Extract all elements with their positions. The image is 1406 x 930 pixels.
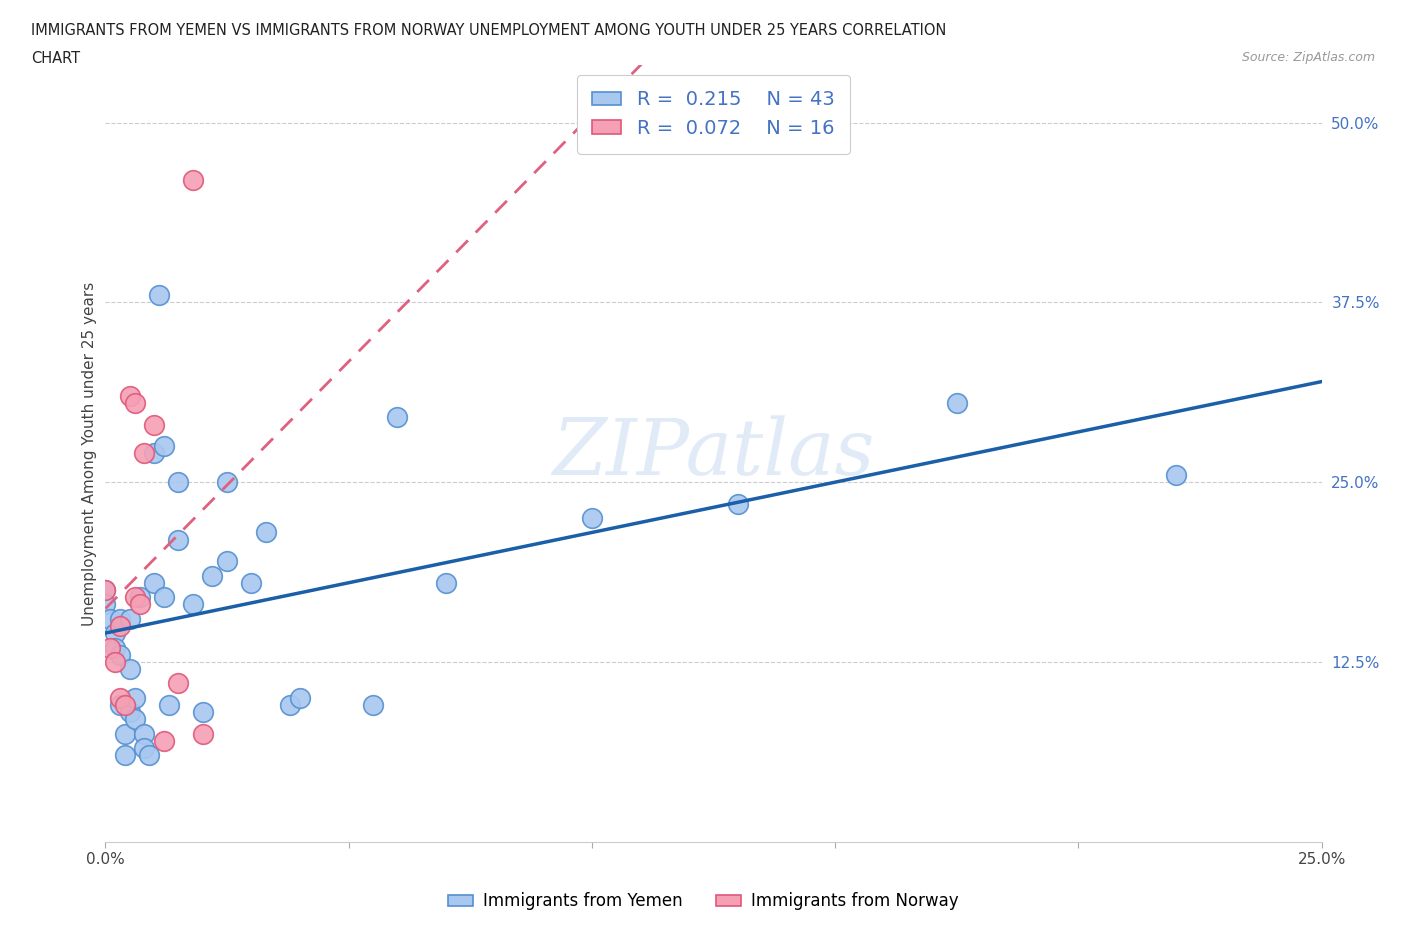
- Point: [108, 611, 131, 626]
- Point: [217, 474, 239, 489]
- Point: [581, 511, 603, 525]
- Point: [361, 698, 384, 712]
- Point: [217, 553, 239, 568]
- Legend: R =  0.215    N = 43, R =  0.072    N = 16: R = 0.215 N = 43, R = 0.072 N = 16: [576, 74, 851, 153]
- Point: [945, 395, 967, 410]
- Point: [118, 705, 141, 720]
- Point: [94, 597, 117, 612]
- Text: ZIPatlas: ZIPatlas: [553, 415, 875, 492]
- Point: [167, 532, 190, 547]
- Point: [108, 618, 131, 633]
- Point: [157, 698, 180, 712]
- Point: [124, 395, 146, 410]
- Point: [114, 748, 136, 763]
- Point: [167, 474, 190, 489]
- Point: [167, 676, 190, 691]
- Point: [240, 576, 263, 591]
- Point: [727, 497, 749, 512]
- Point: [114, 698, 136, 712]
- Point: [128, 597, 150, 612]
- Point: [134, 446, 156, 461]
- Point: [148, 287, 170, 302]
- Point: [181, 597, 204, 612]
- Point: [134, 726, 156, 741]
- Point: [138, 748, 160, 763]
- Point: [104, 640, 127, 655]
- Point: [128, 590, 150, 604]
- Point: [134, 740, 156, 755]
- Point: [98, 640, 121, 655]
- Point: [143, 576, 166, 591]
- Point: [124, 590, 146, 604]
- Point: [98, 611, 121, 626]
- Point: [153, 590, 176, 604]
- Point: [191, 705, 214, 720]
- Point: [104, 655, 127, 670]
- Text: Source: ZipAtlas.com: Source: ZipAtlas.com: [1241, 51, 1375, 64]
- Point: [201, 568, 224, 583]
- Y-axis label: Unemployment Among Youth under 25 years: Unemployment Among Youth under 25 years: [82, 281, 97, 626]
- Point: [181, 173, 204, 188]
- Point: [124, 690, 146, 705]
- Point: [94, 582, 117, 597]
- Point: [143, 418, 166, 432]
- Text: IMMIGRANTS FROM YEMEN VS IMMIGRANTS FROM NORWAY UNEMPLOYMENT AMONG YOUTH UNDER 2: IMMIGRANTS FROM YEMEN VS IMMIGRANTS FROM…: [31, 23, 946, 38]
- Point: [288, 690, 311, 705]
- Point: [118, 389, 141, 404]
- Point: [124, 712, 146, 727]
- Point: [108, 698, 131, 712]
- Point: [434, 576, 457, 591]
- Point: [153, 439, 176, 454]
- Point: [94, 582, 117, 597]
- Legend: Immigrants from Yemen, Immigrants from Norway: Immigrants from Yemen, Immigrants from N…: [441, 885, 965, 917]
- Point: [143, 446, 166, 461]
- Point: [254, 525, 277, 540]
- Point: [118, 661, 141, 676]
- Point: [1164, 468, 1187, 483]
- Text: CHART: CHART: [31, 51, 80, 66]
- Point: [191, 726, 214, 741]
- Point: [118, 611, 141, 626]
- Point: [104, 626, 127, 641]
- Point: [108, 690, 131, 705]
- Point: [387, 410, 409, 425]
- Point: [278, 698, 301, 712]
- Point: [153, 734, 176, 749]
- Point: [114, 726, 136, 741]
- Point: [108, 647, 131, 662]
